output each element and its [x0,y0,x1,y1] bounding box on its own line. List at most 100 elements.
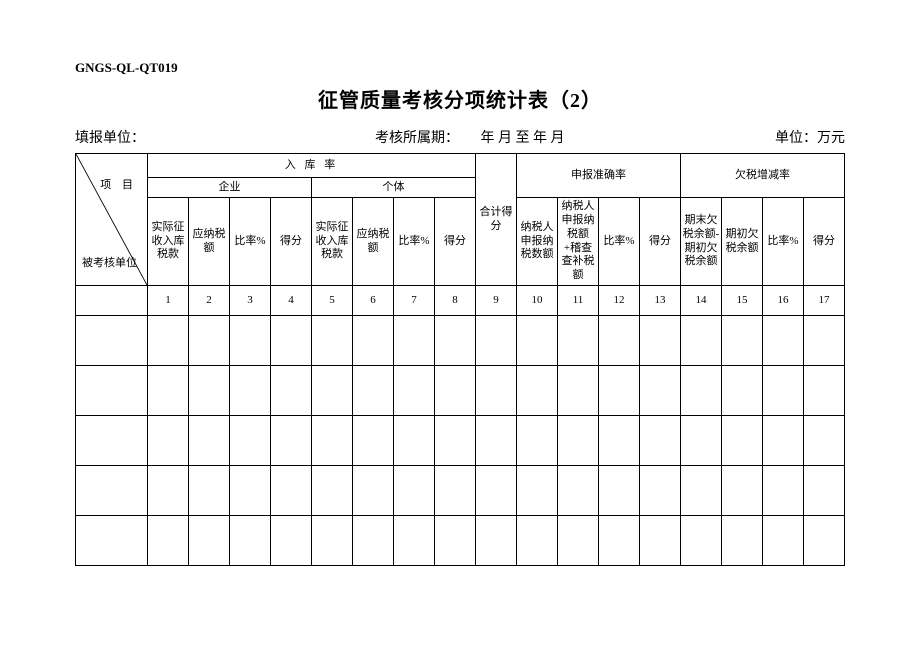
data-cell [640,416,681,466]
data-cell [312,466,353,516]
col-14: 期末欠税余额-期初欠税余额 [681,198,722,286]
section-arrears-rate: 欠税增减率 [681,154,845,198]
data-cell [558,366,599,416]
data-cell [353,316,394,366]
col-6: 应纳税额 [353,198,394,286]
data-cell [517,516,558,566]
data-cell [681,516,722,566]
num-cell: 9 [476,286,517,316]
data-cell [230,316,271,366]
data-cell [312,316,353,366]
table-row [76,516,845,566]
data-cell [271,416,312,466]
col-5: 实际征收入库税款 [312,198,353,286]
data-cell [312,366,353,416]
data-cell [476,466,517,516]
data-cell [599,366,640,416]
num-cell: 12 [599,286,640,316]
diagonal-header: 项 目 被考核单位 [76,154,148,286]
col-2: 应纳税额 [189,198,230,286]
assessment-table: 项 目 被考核单位 入 库 率 合计得分 申报准确率 欠税增减率 企业 个体 实… [75,153,845,566]
col-11: 纳税人申报纳税额+稽查查补税额 [558,198,599,286]
data-cell [804,516,845,566]
diag-bottom-label: 被考核单位 [82,257,137,271]
data-cell [804,366,845,416]
data-cell [271,466,312,516]
data-cell [640,316,681,366]
num-cell: 10 [517,286,558,316]
data-cell [722,416,763,466]
num-cell: 3 [230,286,271,316]
data-cell [804,316,845,366]
data-cell [353,416,394,466]
data-cell [230,466,271,516]
table-row [76,466,845,516]
data-cell [76,416,148,466]
data-cell [599,416,640,466]
col-12: 比率% [599,198,640,286]
data-cell [394,316,435,366]
table-row [76,366,845,416]
data-cell [599,516,640,566]
num-cell: 6 [353,286,394,316]
diag-top-label: 项 目 [100,179,137,193]
data-cell [312,416,353,466]
data-cell [148,366,189,416]
data-cell [722,366,763,416]
data-cell [763,516,804,566]
period-label: 考核所属期： [375,131,459,146]
data-cell [394,466,435,516]
data-cell [476,316,517,366]
col-3: 比率% [230,198,271,286]
data-cell [189,316,230,366]
col-10: 纳税人申报纳税数额 [517,198,558,286]
num-cell: 4 [271,286,312,316]
number-row-first [76,286,148,316]
num-cell: 11 [558,286,599,316]
data-cell [189,466,230,516]
num-cell: 17 [804,286,845,316]
data-cell [763,416,804,466]
data-cell [681,316,722,366]
data-cell [230,416,271,466]
data-cell [517,466,558,516]
data-cell [599,466,640,516]
data-cell [189,366,230,416]
col-17: 得分 [804,198,845,286]
num-cell: 15 [722,286,763,316]
num-cell: 5 [312,286,353,316]
num-cell: 1 [148,286,189,316]
data-cell [763,466,804,516]
data-cell [353,466,394,516]
data-cell [353,366,394,416]
data-cell [394,416,435,466]
col-7: 比率% [394,198,435,286]
col-9: 合计得分 [476,154,517,286]
data-cell [517,416,558,466]
page-title: 征管质量考核分项统计表（2） [75,84,845,113]
data-cell [271,516,312,566]
col-8: 得分 [435,198,476,286]
sub-individual: 个体 [312,178,476,198]
meta-row: 填报单位： 考核所属期： 年 月 至 年 月 单位：万元 [75,127,845,147]
data-cell [763,316,804,366]
unit-label: 单位：万元 [655,127,845,147]
data-cell [271,366,312,416]
data-cell [681,466,722,516]
report-unit-label: 填报单位： [75,127,375,147]
data-cell [558,416,599,466]
data-cell [189,416,230,466]
assessment-period: 考核所属期： 年 月 至 年 月 [375,127,655,147]
num-cell: 13 [640,286,681,316]
section-accuracy-rate: 申报准确率 [517,154,681,198]
data-cell [476,516,517,566]
data-cell [804,466,845,516]
data-cell [517,316,558,366]
col-1: 实际征收入库税款 [148,198,189,286]
data-cell [148,316,189,366]
data-cell [189,516,230,566]
data-cell [435,316,476,366]
data-cell [804,416,845,466]
col-4: 得分 [271,198,312,286]
col-15: 期初欠税余额 [722,198,763,286]
